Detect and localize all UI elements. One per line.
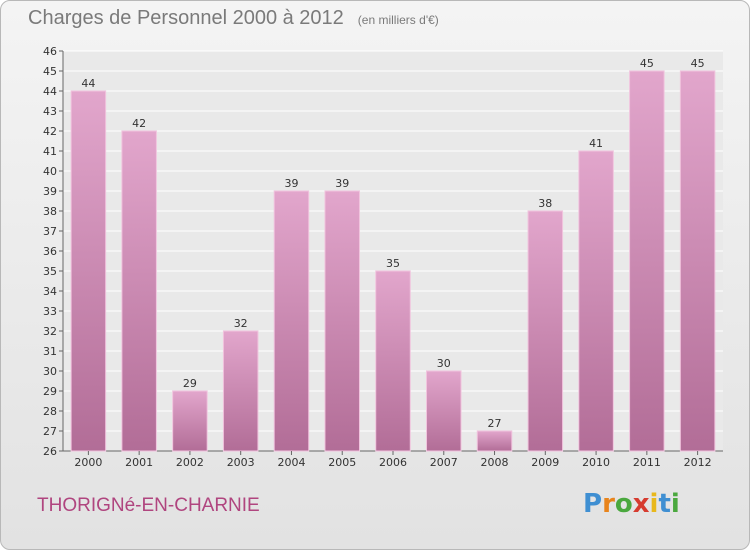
chart-subtitle: (en milliers d'€) <box>357 13 439 27</box>
y-tick-label: 45 <box>43 65 57 78</box>
bar-value-label: 39 <box>335 177 349 190</box>
y-tick-label: 32 <box>43 325 57 338</box>
logo-letter: t <box>658 489 671 519</box>
bar-2010 <box>578 150 614 452</box>
y-tick-label: 40 <box>43 165 57 178</box>
bar-value-label: 44 <box>81 77 95 90</box>
x-tick-label: 2001 <box>125 456 153 469</box>
y-tick-label: 26 <box>43 445 57 458</box>
y-tick-label: 42 <box>43 125 57 138</box>
y-tick-label: 38 <box>43 205 57 218</box>
y-tick-label: 33 <box>43 305 57 318</box>
y-tick-label: 35 <box>43 265 57 278</box>
bar-value-label: 42 <box>132 117 146 130</box>
logo-letter: r <box>602 489 615 519</box>
y-tick-label: 36 <box>43 245 57 258</box>
logo-letter: o <box>614 489 633 519</box>
x-tick-label: 2009 <box>531 456 559 469</box>
commune-name: THORIGNé-EN-CHARNIE <box>37 495 260 516</box>
y-tick-label: 27 <box>43 425 57 438</box>
y-tick-label: 43 <box>43 105 57 118</box>
x-tick-label: 2012 <box>684 456 712 469</box>
bar-2008 <box>476 430 513 452</box>
bar-value-label: 45 <box>691 57 705 70</box>
bar-2012 <box>679 70 716 452</box>
chart-title-text: Charges de Personnel 2000 à 2012 <box>28 7 344 29</box>
x-tick-label: 2008 <box>481 456 509 469</box>
bar-2000 <box>70 90 107 452</box>
y-tick-label: 37 <box>43 225 57 238</box>
logo-letter: P <box>583 489 603 519</box>
bar-2006 <box>375 270 411 452</box>
bar-value-label: 29 <box>183 377 197 390</box>
bar-2002 <box>172 390 208 452</box>
bar-2004 <box>273 190 310 452</box>
bar-2007 <box>426 370 462 452</box>
x-tick-label: 2002 <box>176 456 204 469</box>
y-tick-label: 39 <box>43 185 57 198</box>
bar-2001 <box>121 130 157 452</box>
x-tick-label: 2007 <box>430 456 458 469</box>
bar-value-label: 32 <box>234 317 248 330</box>
bar-2005 <box>324 190 360 452</box>
x-tick-label: 2010 <box>582 456 610 469</box>
y-tick-label: 30 <box>43 365 57 378</box>
y-tick-label: 29 <box>43 385 57 398</box>
y-tick-label: 46 <box>43 45 57 58</box>
logo-letter: i <box>670 489 680 519</box>
bar-2009 <box>527 210 564 452</box>
bar-value-label: 38 <box>538 197 552 210</box>
x-tick-label: 2011 <box>633 456 661 469</box>
y-tick-label: 31 <box>43 345 57 358</box>
bar-value-label: 27 <box>488 417 502 430</box>
y-tick-label: 34 <box>43 285 57 298</box>
bar-value-label: 41 <box>589 137 603 150</box>
y-tick-label: 44 <box>43 85 57 98</box>
x-tick-label: 2000 <box>74 456 102 469</box>
y-tick-label: 28 <box>43 405 57 418</box>
proxiti-logo: Proxiti <box>583 489 680 519</box>
bar-2003 <box>222 330 259 452</box>
x-tick-label: 2003 <box>227 456 255 469</box>
x-tick-label: 2006 <box>379 456 407 469</box>
x-tick-label: 2004 <box>277 456 305 469</box>
bar-value-label: 35 <box>386 257 400 270</box>
bar-value-label: 45 <box>640 57 654 70</box>
bar-value-label: 30 <box>437 357 451 370</box>
y-tick-label: 41 <box>43 145 57 158</box>
chart-title: Charges de Personnel 2000 à 2012 (en mill… <box>28 7 439 30</box>
logo-letter: i <box>649 489 659 519</box>
bar-value-label: 39 <box>284 177 298 190</box>
x-tick-label: 2005 <box>328 456 356 469</box>
bar-2011 <box>629 70 665 452</box>
logo-letter: x <box>632 489 650 519</box>
